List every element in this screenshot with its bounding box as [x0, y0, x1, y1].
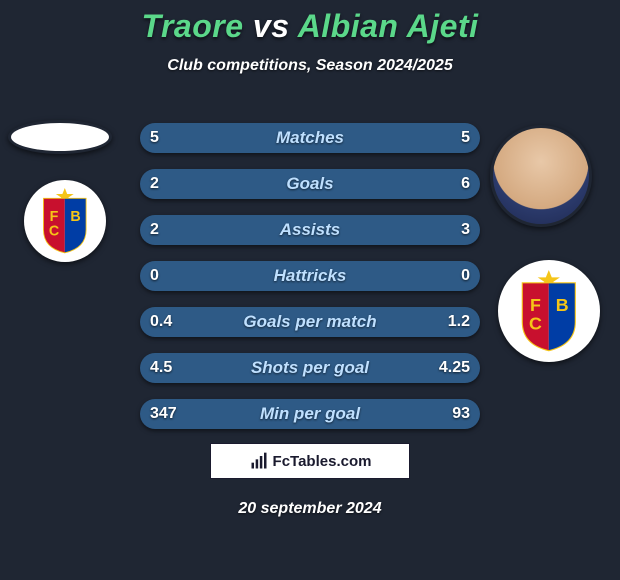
svg-text:C: C [49, 224, 59, 240]
page-title: Traore vs Albian Ajeti [0, 0, 620, 45]
player-face-icon [493, 128, 589, 224]
footer-badge: FcTables.com [210, 443, 410, 479]
stat-left-value: 2 [150, 221, 159, 239]
title-player2: Albian Ajeti [298, 8, 479, 44]
stat-left-value: 0 [150, 267, 159, 285]
blank-avatar-icon [11, 123, 109, 151]
stat-right-value: 3 [461, 221, 470, 239]
svg-text:F: F [530, 295, 541, 315]
stat-label: Shots per goal [251, 358, 369, 378]
stat-label: Matches [276, 128, 344, 148]
svg-text:B: B [556, 295, 569, 315]
title-vs: vs [244, 8, 298, 44]
stat-left-value: 0.4 [150, 313, 172, 331]
stat-right-value: 6 [461, 175, 470, 193]
stat-left-value: 5 [150, 129, 159, 147]
stat-left-value: 4.5 [150, 359, 172, 377]
stat-label: Hattricks [274, 266, 347, 286]
stat-row: 2 Goals 6 [140, 169, 480, 199]
footer-date: 20 september 2024 [0, 500, 620, 518]
stat-label: Goals [286, 174, 333, 194]
stats-table: 5 Matches 5 2 Goals 6 2 Assists 3 0 Hatt… [140, 123, 480, 445]
stat-row: 0.4 Goals per match 1.2 [140, 307, 480, 337]
subtitle: Club competitions, Season 2024/2025 [0, 57, 620, 75]
stat-row: 0 Hattricks 0 [140, 261, 480, 291]
player2-club-logo: F C B [498, 260, 600, 362]
svg-text:B: B [71, 209, 81, 225]
svg-text:C: C [529, 314, 542, 334]
footer-badge-text: FcTables.com [273, 453, 372, 470]
shield-icon: F C B [24, 180, 106, 262]
stat-left-value: 347 [150, 405, 177, 423]
stat-right-value: 5 [461, 129, 470, 147]
chart-icon [249, 451, 269, 471]
stat-right-value: 1.2 [448, 313, 470, 331]
stat-right-value: 0 [461, 267, 470, 285]
player2-avatar [490, 125, 592, 227]
stat-label: Min per goal [260, 404, 360, 424]
player1-avatar [8, 120, 112, 154]
stat-row: 4.5 Shots per goal 4.25 [140, 353, 480, 383]
stat-label: Goals per match [243, 312, 376, 332]
title-player1: Traore [141, 8, 243, 44]
svg-text:F: F [50, 209, 59, 225]
stat-row: 2 Assists 3 [140, 215, 480, 245]
shield-icon: F C B [498, 260, 600, 362]
stat-right-value: 4.25 [439, 359, 470, 377]
stat-row: 5 Matches 5 [140, 123, 480, 153]
stat-row: 347 Min per goal 93 [140, 399, 480, 429]
stat-right-value: 93 [452, 405, 470, 423]
stat-left-value: 2 [150, 175, 159, 193]
stat-label: Assists [280, 220, 340, 240]
comparison-card: Traore vs Albian Ajeti Club competitions… [0, 0, 620, 580]
player1-club-logo: F C B [24, 180, 106, 262]
